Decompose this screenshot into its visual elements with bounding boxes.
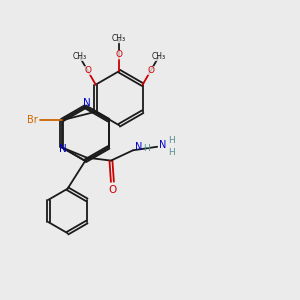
- Text: CH₃: CH₃: [73, 52, 87, 61]
- Text: N: N: [83, 98, 91, 108]
- Text: O: O: [116, 50, 123, 59]
- Text: CH₃: CH₃: [112, 34, 126, 43]
- Text: H: H: [168, 148, 175, 157]
- Text: Br: Br: [28, 115, 38, 125]
- Text: H: H: [143, 144, 150, 153]
- Text: O: O: [108, 185, 116, 195]
- Text: CH₃: CH₃: [152, 52, 166, 61]
- Text: N: N: [59, 144, 67, 154]
- Text: N: N: [159, 140, 167, 150]
- Text: N: N: [135, 142, 142, 152]
- Text: H: H: [168, 136, 175, 145]
- Text: O: O: [84, 66, 91, 75]
- Text: O: O: [147, 66, 154, 75]
